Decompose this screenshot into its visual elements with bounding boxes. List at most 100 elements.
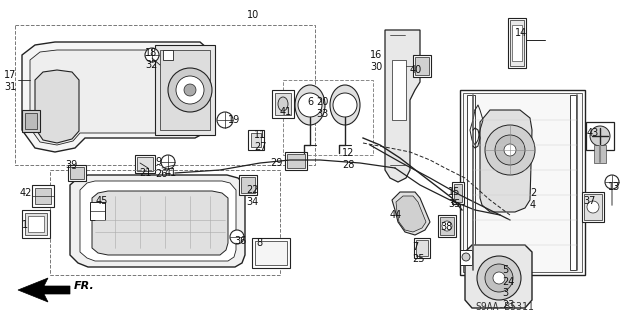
Circle shape bbox=[298, 93, 322, 117]
Text: 42: 42 bbox=[20, 188, 33, 198]
Polygon shape bbox=[480, 110, 532, 212]
Bar bbox=[438, 215, 456, 237]
Bar bbox=[248, 130, 264, 150]
Bar bbox=[510, 20, 524, 66]
Bar bbox=[15, 25, 315, 165]
Text: 12
28: 12 28 bbox=[342, 148, 355, 170]
Polygon shape bbox=[35, 70, 79, 143]
Bar bbox=[287, 154, 305, 168]
Ellipse shape bbox=[330, 85, 360, 125]
Text: 7
25: 7 25 bbox=[412, 242, 424, 263]
Circle shape bbox=[217, 112, 233, 128]
Bar bbox=[239, 175, 257, 195]
Text: 2
4: 2 4 bbox=[530, 188, 536, 210]
Circle shape bbox=[161, 155, 175, 169]
Bar bbox=[283, 80, 373, 155]
Text: 14: 14 bbox=[515, 28, 527, 38]
Bar bbox=[25, 213, 47, 235]
Bar bbox=[415, 57, 429, 75]
Bar bbox=[275, 93, 291, 115]
Text: 20
33: 20 33 bbox=[316, 97, 328, 119]
Circle shape bbox=[605, 175, 619, 189]
Bar bbox=[414, 238, 430, 258]
Circle shape bbox=[495, 135, 525, 165]
Circle shape bbox=[333, 93, 357, 117]
Bar bbox=[512, 25, 522, 61]
Bar bbox=[251, 133, 261, 147]
Polygon shape bbox=[70, 175, 245, 267]
Polygon shape bbox=[385, 30, 420, 182]
Bar bbox=[467, 95, 475, 270]
Bar bbox=[272, 90, 294, 118]
Ellipse shape bbox=[278, 97, 288, 111]
Text: 15
35: 15 35 bbox=[448, 187, 460, 209]
Circle shape bbox=[477, 256, 521, 300]
Bar bbox=[255, 241, 287, 265]
Polygon shape bbox=[80, 181, 236, 261]
Text: 10: 10 bbox=[247, 10, 259, 20]
Bar bbox=[241, 177, 255, 193]
Bar bbox=[137, 157, 153, 171]
Bar bbox=[586, 122, 614, 150]
Text: 18
32: 18 32 bbox=[145, 48, 157, 70]
Bar bbox=[155, 45, 215, 135]
Text: 1: 1 bbox=[22, 220, 28, 230]
Circle shape bbox=[462, 253, 470, 261]
Polygon shape bbox=[465, 245, 532, 308]
Circle shape bbox=[176, 76, 204, 104]
Text: 22
34: 22 34 bbox=[246, 185, 259, 207]
Bar bbox=[68, 165, 86, 181]
Text: 39: 39 bbox=[65, 160, 77, 170]
Text: 5
24
3
23: 5 24 3 23 bbox=[502, 265, 515, 310]
Circle shape bbox=[485, 125, 535, 175]
Circle shape bbox=[590, 126, 610, 146]
Bar bbox=[463, 93, 582, 272]
Circle shape bbox=[493, 272, 505, 284]
Bar bbox=[452, 182, 464, 204]
Bar bbox=[160, 50, 210, 130]
Bar bbox=[584, 194, 602, 220]
Circle shape bbox=[442, 221, 452, 231]
Bar bbox=[35, 188, 51, 204]
Circle shape bbox=[145, 48, 159, 62]
Bar bbox=[454, 184, 462, 202]
Bar bbox=[70, 167, 84, 179]
Bar bbox=[460, 250, 472, 265]
Ellipse shape bbox=[295, 85, 325, 125]
Text: 21: 21 bbox=[139, 168, 152, 178]
Bar bbox=[392, 60, 406, 120]
Bar bbox=[413, 55, 431, 77]
Text: FR.: FR. bbox=[74, 281, 95, 291]
Text: 9
26: 9 26 bbox=[155, 157, 168, 179]
Bar bbox=[22, 210, 50, 238]
Circle shape bbox=[504, 144, 516, 156]
Text: 17
31: 17 31 bbox=[4, 70, 17, 92]
Bar bbox=[582, 192, 604, 222]
Text: 13: 13 bbox=[608, 182, 620, 192]
Polygon shape bbox=[30, 50, 208, 145]
Bar bbox=[135, 155, 155, 173]
Text: S9AA-B5311: S9AA-B5311 bbox=[475, 302, 534, 312]
Bar bbox=[252, 238, 290, 268]
Polygon shape bbox=[92, 191, 228, 255]
Bar bbox=[416, 240, 428, 256]
Bar bbox=[508, 18, 526, 68]
Text: 6: 6 bbox=[307, 97, 313, 107]
Text: 29: 29 bbox=[270, 158, 282, 168]
Polygon shape bbox=[396, 196, 426, 232]
Bar bbox=[32, 185, 54, 207]
Text: 45: 45 bbox=[96, 196, 108, 206]
Bar bbox=[50, 170, 280, 275]
Circle shape bbox=[587, 201, 599, 213]
Bar bbox=[25, 113, 37, 129]
Text: 38: 38 bbox=[440, 222, 452, 232]
Text: 8: 8 bbox=[256, 238, 262, 248]
Text: 11
27: 11 27 bbox=[254, 130, 266, 152]
Text: 16
30: 16 30 bbox=[370, 50, 382, 71]
Text: 41: 41 bbox=[280, 107, 292, 117]
Text: 36: 36 bbox=[234, 236, 246, 246]
Polygon shape bbox=[392, 192, 430, 235]
Circle shape bbox=[485, 264, 513, 292]
Text: 43: 43 bbox=[587, 128, 599, 138]
Bar bbox=[90, 202, 105, 220]
